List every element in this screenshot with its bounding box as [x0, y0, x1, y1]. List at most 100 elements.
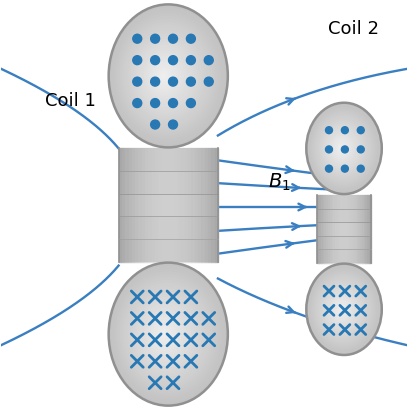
- Bar: [215, 149, 218, 261]
- Bar: [208, 149, 211, 261]
- Circle shape: [169, 56, 177, 65]
- Circle shape: [186, 99, 195, 107]
- Ellipse shape: [316, 115, 370, 181]
- Bar: [360, 195, 362, 263]
- Ellipse shape: [330, 134, 354, 163]
- Ellipse shape: [126, 27, 207, 124]
- Ellipse shape: [320, 121, 366, 176]
- Bar: [335, 195, 337, 263]
- Ellipse shape: [330, 295, 354, 324]
- Ellipse shape: [306, 264, 382, 355]
- Ellipse shape: [124, 283, 210, 386]
- Bar: [344, 195, 346, 263]
- Ellipse shape: [144, 50, 186, 102]
- Ellipse shape: [115, 271, 220, 397]
- Bar: [326, 195, 328, 263]
- Ellipse shape: [312, 110, 375, 187]
- Ellipse shape: [133, 294, 200, 374]
- Ellipse shape: [334, 300, 349, 318]
- Ellipse shape: [109, 5, 228, 147]
- Bar: [195, 149, 198, 261]
- Bar: [333, 195, 335, 263]
- Ellipse shape: [131, 33, 202, 119]
- Text: $B_1$: $B_1$: [268, 171, 290, 193]
- Circle shape: [169, 99, 177, 107]
- Ellipse shape: [315, 114, 372, 183]
- Circle shape: [341, 165, 348, 172]
- Ellipse shape: [109, 263, 228, 405]
- Circle shape: [326, 146, 333, 153]
- Ellipse shape: [146, 53, 184, 99]
- Circle shape: [186, 77, 195, 86]
- Bar: [328, 195, 330, 263]
- Bar: [125, 149, 129, 261]
- Bar: [119, 149, 122, 261]
- Ellipse shape: [120, 277, 215, 391]
- Ellipse shape: [137, 300, 194, 369]
- Circle shape: [133, 77, 142, 86]
- Ellipse shape: [335, 302, 348, 317]
- Ellipse shape: [308, 105, 380, 192]
- Bar: [317, 195, 319, 263]
- Ellipse shape: [142, 47, 189, 105]
- Ellipse shape: [153, 61, 176, 90]
- Ellipse shape: [333, 298, 351, 320]
- Ellipse shape: [310, 108, 377, 188]
- Circle shape: [204, 56, 213, 65]
- Circle shape: [151, 56, 160, 65]
- Ellipse shape: [319, 119, 367, 178]
- Ellipse shape: [328, 293, 356, 326]
- Ellipse shape: [313, 273, 374, 346]
- Bar: [364, 195, 366, 263]
- Ellipse shape: [142, 305, 189, 363]
- Ellipse shape: [326, 128, 359, 168]
- Bar: [353, 195, 355, 263]
- Bar: [171, 149, 175, 261]
- Ellipse shape: [319, 280, 367, 339]
- Ellipse shape: [310, 269, 377, 349]
- Bar: [355, 195, 357, 263]
- Ellipse shape: [161, 73, 166, 79]
- Ellipse shape: [148, 314, 182, 354]
- Ellipse shape: [317, 117, 369, 179]
- Bar: [149, 149, 152, 261]
- Bar: [319, 195, 321, 263]
- Circle shape: [151, 120, 160, 129]
- Ellipse shape: [133, 36, 200, 116]
- Ellipse shape: [338, 305, 344, 313]
- Ellipse shape: [135, 39, 197, 113]
- Circle shape: [186, 56, 195, 65]
- Ellipse shape: [306, 103, 382, 194]
- Bar: [188, 149, 191, 261]
- Ellipse shape: [124, 24, 210, 127]
- Bar: [145, 149, 149, 261]
- Bar: [168, 149, 171, 261]
- Ellipse shape: [118, 274, 217, 394]
- Bar: [317, 195, 371, 209]
- Ellipse shape: [337, 304, 346, 315]
- Bar: [185, 149, 188, 261]
- Ellipse shape: [153, 320, 176, 349]
- Ellipse shape: [157, 325, 171, 343]
- Bar: [317, 249, 371, 263]
- Bar: [175, 149, 178, 261]
- Ellipse shape: [122, 22, 213, 130]
- Bar: [332, 195, 333, 263]
- Ellipse shape: [155, 64, 174, 87]
- Bar: [321, 195, 323, 263]
- Circle shape: [169, 34, 177, 43]
- Bar: [178, 149, 182, 261]
- Ellipse shape: [335, 141, 348, 156]
- Circle shape: [151, 99, 160, 107]
- Ellipse shape: [111, 7, 225, 144]
- Circle shape: [326, 165, 333, 172]
- Ellipse shape: [113, 10, 223, 142]
- Ellipse shape: [161, 331, 166, 337]
- Bar: [205, 149, 208, 261]
- Ellipse shape: [313, 112, 374, 185]
- Bar: [369, 195, 371, 263]
- Bar: [119, 216, 218, 239]
- Bar: [367, 195, 369, 263]
- Ellipse shape: [122, 280, 213, 388]
- Ellipse shape: [308, 266, 380, 353]
